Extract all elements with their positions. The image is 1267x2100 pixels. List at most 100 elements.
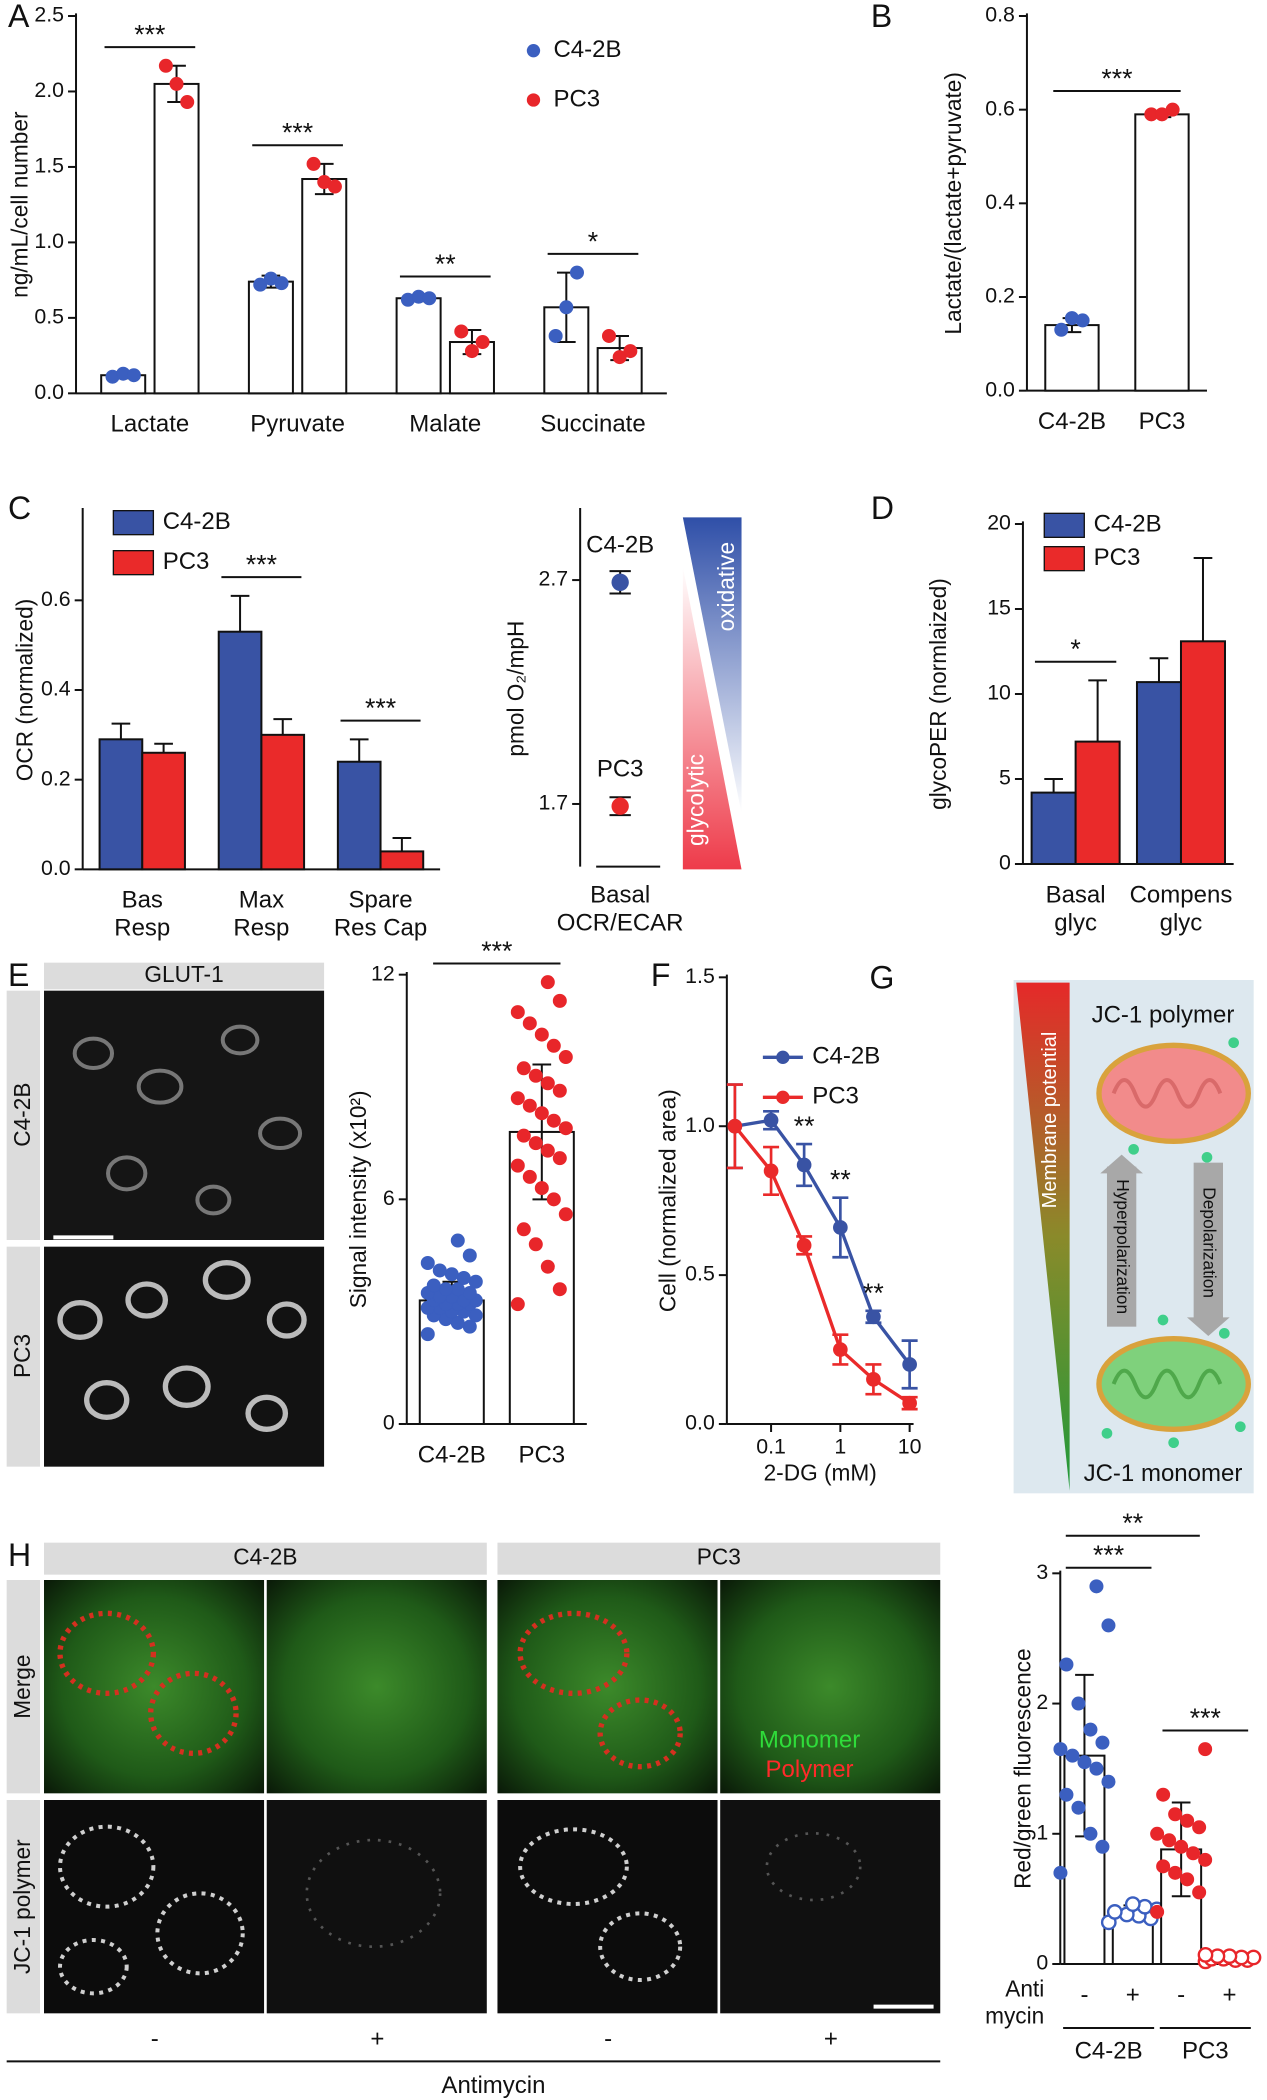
- series-line: [733, 1125, 911, 1405]
- y-tick-label: 0.6: [41, 587, 71, 611]
- data-point: [1198, 1742, 1213, 1757]
- y-tick-label: 0: [383, 1411, 395, 1435]
- y-tick-label: 0.2: [41, 766, 71, 790]
- y-tick-label: 3: [1036, 1560, 1048, 1584]
- data-point: [1071, 1800, 1086, 1815]
- monomer-dots: [1101, 1037, 1246, 1448]
- bar: [141, 751, 186, 871]
- micrograph: [720, 1580, 941, 1794]
- arrow-head: [1100, 1154, 1143, 1174]
- data-point: [426, 1278, 441, 1293]
- data-point: [1192, 1820, 1207, 1835]
- y-tick-label: 2.7: [538, 567, 568, 591]
- x-tick-label: Max: [239, 887, 284, 914]
- y-axis-label: Cell (normalized area): [654, 1089, 680, 1312]
- data-point: [1089, 1579, 1104, 1594]
- y-tick-label: 2.0: [34, 78, 64, 102]
- data-point: [522, 1169, 537, 1184]
- micrograph: [497, 1800, 718, 2014]
- row-label: PC3: [9, 1334, 35, 1378]
- x-tick-label: -: [1177, 1981, 1185, 2008]
- arrow-up: [1106, 1166, 1137, 1327]
- data-point: [763, 1163, 779, 1179]
- significance-label: **: [435, 249, 456, 279]
- data-point: [1186, 1846, 1201, 1861]
- x-tick-label: Res Cap: [334, 915, 427, 942]
- data-point: [1180, 1872, 1195, 1887]
- data-point: [1095, 1839, 1110, 1854]
- bar: [98, 738, 144, 871]
- data-point: [1106, 1904, 1123, 1920]
- data-point: [1197, 1947, 1214, 1963]
- panel-letter: D: [871, 490, 894, 526]
- legend-marker: [1043, 512, 1085, 538]
- data-point: [601, 328, 616, 343]
- oxidative-gradient: [682, 517, 742, 814]
- y-tick-label: 2: [1036, 1690, 1048, 1714]
- data-point: [1192, 1885, 1207, 1900]
- y-tick-label: 15: [987, 596, 1011, 620]
- data-point: [444, 1267, 459, 1282]
- legend-marker: [1043, 546, 1085, 572]
- mitochondrion-polymer: [1096, 1042, 1251, 1144]
- y-axis-label: pmol O₂/mpH: [502, 621, 528, 757]
- legend-label: PC3: [812, 1083, 859, 1110]
- legend-label: PC3: [1094, 544, 1141, 571]
- x-tick-label: C4-2B: [418, 1441, 486, 1468]
- y-axis-label: Red/green fluorescence: [1009, 1648, 1035, 1889]
- row-header: [6, 1246, 41, 1467]
- panel-letter: E: [8, 957, 29, 993]
- data-point: [1053, 1742, 1068, 1757]
- bar: [153, 82, 200, 395]
- data-point: [558, 1207, 573, 1222]
- y-tick-label: 6: [383, 1186, 395, 1210]
- data-point: [552, 993, 567, 1008]
- data-point: [902, 1395, 917, 1411]
- state-label: JC-1 monomer: [1084, 1460, 1243, 1487]
- row-label: C4-2B: [9, 1083, 35, 1147]
- data-point: [422, 291, 437, 306]
- data-point: [548, 328, 563, 343]
- legend-label: C4-2B: [812, 1043, 880, 1070]
- data-point: [420, 1327, 435, 1342]
- data-point: [540, 1143, 555, 1158]
- micrograph: [266, 1800, 487, 2014]
- legend-marker: [112, 550, 155, 576]
- arrow-label: Hyperpolarization: [1113, 1179, 1133, 1314]
- gradient-label: oxidative: [713, 542, 739, 631]
- x-tick-label: Resp: [233, 915, 289, 942]
- data-point: [1156, 1787, 1171, 1802]
- panel-letter: C: [8, 490, 31, 526]
- row-label: Anti: [1005, 1976, 1044, 2002]
- panel-letter: G: [870, 959, 895, 995]
- x-tick-label: glyc: [1054, 909, 1097, 936]
- data-point: [528, 1237, 543, 1252]
- cristae: [1111, 1078, 1223, 1109]
- significance-label: **: [863, 1278, 884, 1308]
- significance-label: ***: [1190, 1703, 1221, 1733]
- data-point: [306, 156, 321, 171]
- micrograph: [720, 1800, 941, 2014]
- column-label: PC3: [697, 1544, 741, 1570]
- data-point: [1165, 102, 1180, 117]
- data-point: [516, 1128, 531, 1143]
- glycolytic-gradient: [682, 566, 742, 870]
- data-point: [540, 975, 555, 990]
- y-tick-label: 2.5: [34, 3, 64, 27]
- image-header: [44, 962, 325, 990]
- y-tick-label: 0.8: [985, 3, 1015, 27]
- data-point: [462, 1248, 477, 1263]
- data-point: [534, 1181, 549, 1196]
- point-label: C4-2B: [586, 532, 654, 559]
- panel-letter: B: [871, 0, 892, 34]
- y-tick-label: 0.4: [985, 190, 1015, 214]
- potential-gradient: [1016, 982, 1070, 1491]
- data-point: [1059, 1787, 1074, 1802]
- row-label: mycin: [985, 2002, 1044, 2028]
- data-point: [1059, 1657, 1074, 1672]
- significance-label: ***: [365, 693, 396, 723]
- y-tick-label: 0.6: [985, 96, 1015, 120]
- mitochondrion-monomer: [1096, 1336, 1251, 1432]
- data-point: [510, 1091, 525, 1106]
- data-point: [763, 1112, 779, 1128]
